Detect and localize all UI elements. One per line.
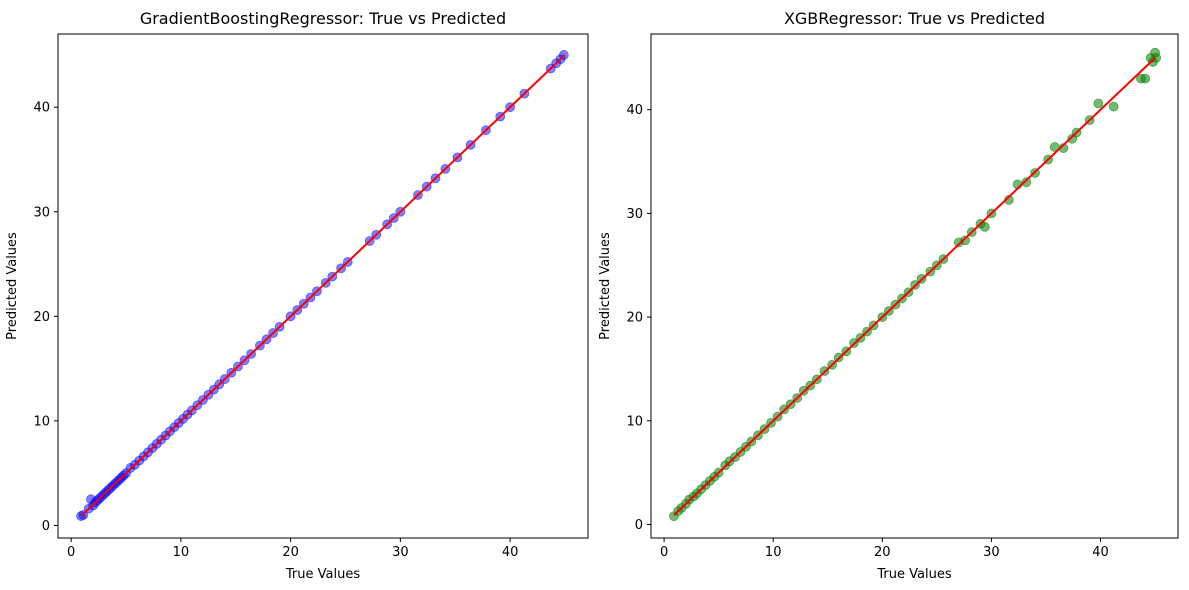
x-tick-label: 40 [502, 545, 519, 560]
axes-frame [650, 33, 1179, 539]
scatter-point [1021, 177, 1032, 188]
x-tick-label: 40 [1092, 545, 1109, 560]
y-tick-label: 10 [626, 414, 643, 429]
scatter-point [1140, 73, 1151, 84]
y-tick-label: 0 [635, 518, 643, 533]
y-tick-label: 30 [33, 205, 50, 220]
x-tick-label: 10 [765, 545, 782, 560]
y-tick-label: 40 [33, 101, 50, 116]
y-axis-label: Predicted Values [598, 232, 613, 340]
chart-gradient-boosting: GradientBoostingRegressor: True vs Predi… [5, 9, 589, 582]
chart-xgb: XGBRegressor: True vs Predicted True Val… [598, 9, 1179, 582]
x-axis-label: True Values [876, 567, 951, 582]
scatter-point [1108, 101, 1119, 112]
y-axis-label: Predicted Values [5, 232, 20, 340]
x-tick-label: 10 [173, 545, 190, 560]
scatter-point [1093, 98, 1104, 109]
x-tick-label: 30 [983, 545, 1000, 560]
chart-title: GradientBoostingRegressor: True vs Predi… [140, 9, 506, 28]
y-tick-label: 20 [626, 311, 643, 326]
y-tick-label: 10 [33, 414, 50, 429]
y-tick-label: 0 [42, 519, 50, 534]
chart-title: XGBRegressor: True vs Predicted [784, 9, 1045, 28]
scatter-point [979, 221, 990, 232]
y-tick-label: 30 [626, 207, 643, 222]
x-tick-label: 20 [874, 545, 891, 560]
reference-line [80, 54, 566, 517]
x-tick-label: 0 [660, 545, 668, 560]
y-tick-label: 40 [626, 103, 643, 118]
x-axis-label: True Values [285, 567, 360, 582]
y-tick-label: 20 [33, 310, 50, 325]
x-tick-label: 20 [282, 545, 299, 560]
reference-line [673, 57, 1156, 516]
x-tick-label: 0 [67, 545, 75, 560]
axes-frame [57, 33, 589, 539]
x-tick-label: 30 [392, 545, 409, 560]
scatter-point [960, 235, 971, 246]
